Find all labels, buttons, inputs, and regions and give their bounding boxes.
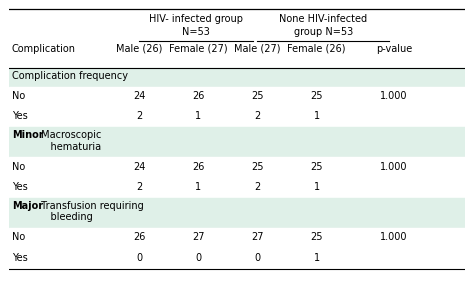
Bar [9, 86, 465, 107]
Bar [9, 198, 465, 228]
Bar [9, 228, 465, 248]
Text: 2: 2 [255, 182, 261, 192]
Text: 25: 25 [310, 91, 323, 101]
Text: HIV- infected group: HIV- infected group [149, 14, 243, 23]
Text: 25: 25 [310, 232, 323, 242]
Bar [9, 157, 465, 177]
Text: 26: 26 [133, 232, 146, 242]
Bar [9, 127, 465, 157]
Text: 2: 2 [136, 182, 142, 192]
Text: No: No [12, 162, 25, 172]
Text: No: No [12, 91, 25, 101]
Text: 26: 26 [192, 91, 204, 101]
Text: Yes: Yes [12, 253, 27, 263]
Text: 0: 0 [136, 253, 142, 263]
Text: 25: 25 [310, 162, 323, 172]
Text: 1: 1 [314, 253, 319, 263]
Text: 24: 24 [133, 162, 146, 172]
Text: Minor: Minor [12, 130, 44, 140]
Text: 25: 25 [251, 162, 264, 172]
Text: 2: 2 [255, 111, 261, 121]
Text: Female (27): Female (27) [169, 44, 228, 54]
Text: Transfusion requiring
    bleeding: Transfusion requiring bleeding [38, 201, 144, 222]
Text: 1: 1 [195, 111, 201, 121]
Text: 1.000: 1.000 [380, 162, 408, 172]
Text: N=53: N=53 [182, 27, 210, 37]
Text: 25: 25 [251, 91, 264, 101]
Text: 1: 1 [314, 111, 319, 121]
Text: Yes: Yes [12, 111, 27, 121]
Text: Macroscopic
    hematuria: Macroscopic hematuria [38, 130, 101, 152]
Text: 24: 24 [133, 91, 146, 101]
Text: 26: 26 [192, 162, 204, 172]
Text: 27: 27 [192, 232, 205, 242]
Text: 1: 1 [195, 182, 201, 192]
Text: Major: Major [12, 201, 43, 211]
Text: Male (27): Male (27) [234, 44, 281, 54]
Bar [9, 107, 465, 127]
Text: 1.000: 1.000 [380, 232, 408, 242]
Text: 1: 1 [314, 182, 319, 192]
Bar [9, 68, 465, 86]
Text: Complication: Complication [12, 44, 76, 54]
Text: p-value: p-value [376, 44, 412, 54]
Bar [9, 177, 465, 198]
Text: group N=53: group N=53 [294, 27, 353, 37]
Text: Complication frequency: Complication frequency [12, 71, 128, 81]
Text: 0: 0 [255, 253, 261, 263]
Text: None HIV-infected: None HIV-infected [279, 14, 367, 23]
Text: 1.000: 1.000 [380, 91, 408, 101]
Text: No: No [12, 232, 25, 242]
Text: Female (26): Female (26) [287, 44, 346, 54]
Text: Yes: Yes [12, 182, 27, 192]
Bar [9, 248, 465, 269]
Text: 2: 2 [136, 111, 142, 121]
Text: 0: 0 [195, 253, 201, 263]
Text: Male (26): Male (26) [116, 44, 163, 54]
Text: 27: 27 [251, 232, 264, 242]
